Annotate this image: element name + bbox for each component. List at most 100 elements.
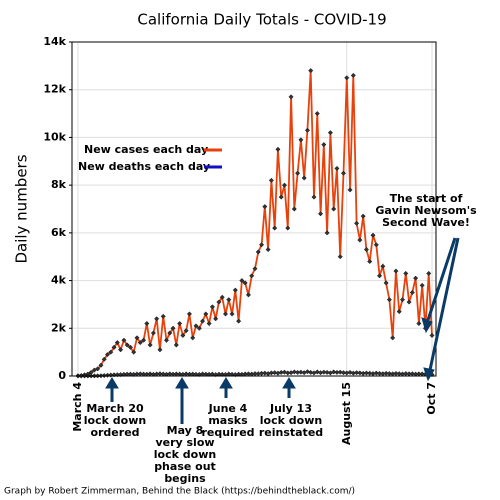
point xyxy=(229,311,235,317)
point xyxy=(206,320,212,327)
annotation: Second Wave! xyxy=(382,216,470,229)
point xyxy=(163,337,170,343)
point xyxy=(141,337,147,343)
arrow xyxy=(428,237,460,371)
point xyxy=(144,320,150,327)
point xyxy=(219,371,225,377)
point xyxy=(154,316,160,322)
point xyxy=(262,204,268,210)
point xyxy=(186,311,192,317)
y-tick-label: 2k xyxy=(51,321,67,334)
point xyxy=(370,232,376,238)
point xyxy=(396,309,402,315)
point xyxy=(200,318,206,324)
annotation: reinstated xyxy=(259,426,323,439)
annotation: Gavin Newsom's xyxy=(375,204,477,217)
plot xyxy=(75,68,435,379)
point xyxy=(121,337,127,343)
point xyxy=(272,370,278,376)
arrow xyxy=(426,237,457,321)
point xyxy=(272,225,278,231)
y-tick-label: 8k xyxy=(51,178,67,191)
arrow-head xyxy=(105,377,119,389)
point xyxy=(377,273,383,279)
point xyxy=(334,165,340,171)
point xyxy=(324,369,330,375)
y-tick-label: 0 xyxy=(58,369,66,382)
point xyxy=(242,280,248,286)
point xyxy=(281,369,288,375)
x-tick-label: August 15 xyxy=(340,382,353,445)
point xyxy=(416,320,422,327)
point xyxy=(383,280,389,286)
point xyxy=(318,211,324,217)
chart-title: California Daily Totals - COVID-19 xyxy=(137,11,386,29)
point xyxy=(409,289,415,296)
point xyxy=(291,206,297,212)
point xyxy=(340,370,347,376)
point xyxy=(327,130,333,136)
legend-label: New cases each day xyxy=(84,143,208,156)
point xyxy=(265,247,271,253)
point xyxy=(239,278,245,284)
point xyxy=(278,194,284,200)
point xyxy=(232,287,238,293)
point xyxy=(308,68,314,74)
annotation: lock down xyxy=(84,414,146,427)
point xyxy=(170,325,176,331)
point xyxy=(386,297,392,303)
point xyxy=(324,230,330,236)
point xyxy=(298,369,304,375)
y-axis-label: Daily numbers xyxy=(13,154,31,263)
point xyxy=(291,369,297,375)
point xyxy=(108,349,114,355)
point xyxy=(127,344,133,350)
point xyxy=(180,332,186,338)
point xyxy=(340,170,347,176)
point xyxy=(124,342,130,348)
point xyxy=(203,311,209,317)
point xyxy=(213,316,219,322)
point xyxy=(373,370,379,376)
point xyxy=(259,242,265,248)
annotation: very slow xyxy=(155,436,214,449)
point xyxy=(193,371,199,377)
point xyxy=(222,311,229,317)
annotation: phase out xyxy=(154,460,216,473)
point xyxy=(147,342,153,348)
point xyxy=(406,299,412,305)
point xyxy=(354,220,360,226)
point xyxy=(229,371,235,377)
point xyxy=(301,175,307,181)
point xyxy=(216,299,222,305)
point xyxy=(419,282,425,288)
point xyxy=(275,146,281,152)
point xyxy=(363,247,369,253)
arrow-head xyxy=(423,367,435,382)
point xyxy=(337,254,343,260)
point xyxy=(298,137,304,143)
y-tick-label: 4k xyxy=(51,274,67,287)
annotation: lock down xyxy=(260,414,322,427)
point xyxy=(390,335,396,341)
y-tick-label: 10k xyxy=(43,130,66,143)
point xyxy=(380,263,386,269)
point xyxy=(137,340,143,346)
point xyxy=(131,349,137,355)
point xyxy=(157,347,163,353)
arrow-head xyxy=(219,377,233,389)
point xyxy=(304,127,310,133)
point xyxy=(314,369,320,375)
point xyxy=(308,369,314,375)
point xyxy=(262,370,268,376)
y-tick-label: 6k xyxy=(51,226,67,239)
point xyxy=(350,72,356,78)
annotation: March 20 xyxy=(86,402,144,415)
point xyxy=(344,75,350,81)
point xyxy=(226,297,232,303)
annotation: lock down xyxy=(154,448,216,461)
legend: New cases each day New deaths each day xyxy=(78,143,222,173)
point xyxy=(429,332,435,338)
point xyxy=(367,370,373,376)
